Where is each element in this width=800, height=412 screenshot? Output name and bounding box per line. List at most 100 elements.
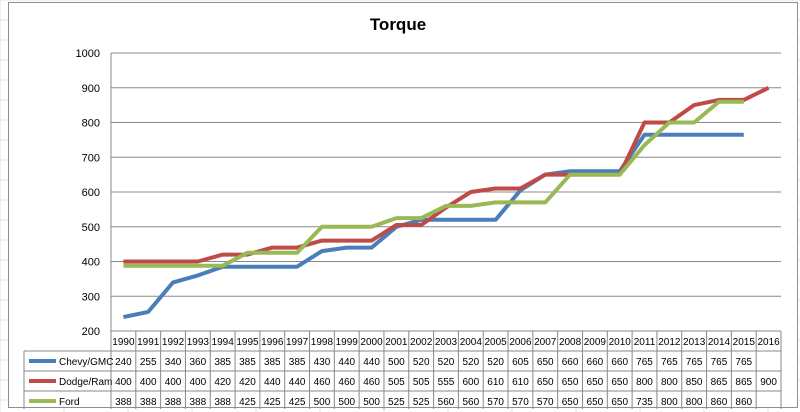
- table-cell-dodge-ram: 420: [239, 377, 256, 388]
- x-category-label: 2015: [733, 337, 756, 348]
- y-tick-label: 200: [82, 326, 100, 338]
- table-cell-ford: 860: [711, 397, 728, 408]
- table-cell-dodge-ram: 400: [190, 377, 207, 388]
- x-category-label: 2009: [584, 337, 607, 348]
- table-cell-chevy-gmc: 520: [462, 357, 479, 368]
- table-cell-ford: 388: [165, 397, 182, 408]
- table-cell-chevy-gmc: 385: [214, 357, 231, 368]
- legend-label-dodge-ram: Dodge/Ram: [59, 377, 112, 388]
- series-line-dodge-ram[interactable]: [123, 86, 770, 264]
- table-cell-chevy-gmc: 520: [438, 357, 455, 368]
- table-cell-ford: 425: [239, 397, 256, 408]
- table-cell-dodge-ram: 650: [562, 377, 579, 388]
- chart-area[interactable]: Torque 200 300 400 500 600 700 800 900 1000 1990…: [8, 2, 798, 409]
- x-category-label: 2001: [385, 337, 408, 348]
- table-cell-dodge-ram: 800: [661, 377, 678, 388]
- table-cell-chevy-gmc: 765: [711, 357, 728, 368]
- table-cell-ford: 425: [264, 397, 281, 408]
- table-cell-dodge-ram: 505: [413, 377, 430, 388]
- table-cell-dodge-ram: 610: [487, 377, 504, 388]
- y-tick-label: 1000: [76, 48, 100, 60]
- table-cell-chevy-gmc: 765: [636, 357, 653, 368]
- table-cell-ford: 650: [562, 397, 579, 408]
- y-tick-label: 400: [82, 257, 100, 269]
- table-cell-ford: 500: [363, 397, 380, 408]
- table-cell-chevy-gmc: 385: [289, 357, 306, 368]
- x-category-label: 2010: [609, 337, 632, 348]
- table-cell-chevy-gmc: 440: [338, 357, 355, 368]
- x-category-label: 2000: [360, 337, 383, 348]
- x-category-label: 2007: [534, 337, 557, 348]
- table-cell-dodge-ram: 440: [264, 377, 281, 388]
- x-category-label: 2013: [683, 337, 706, 348]
- x-category-label: 1992: [162, 337, 185, 348]
- table-cell-ford: 525: [388, 397, 405, 408]
- table-cell-chevy-gmc: 520: [413, 357, 430, 368]
- y-tick-label: 600: [82, 187, 100, 199]
- x-category-label: 2008: [559, 337, 582, 348]
- x-category-label: 2005: [485, 337, 508, 348]
- x-category-label: 1994: [212, 337, 235, 348]
- table-cell-ford: 388: [140, 397, 157, 408]
- table-cell-ford: 525: [413, 397, 430, 408]
- table-cell-dodge-ram: 650: [611, 377, 628, 388]
- table-cell-dodge-ram: 460: [363, 377, 380, 388]
- table-cell-chevy-gmc: 605: [512, 357, 529, 368]
- table-cell-dodge-ram: 800: [636, 377, 653, 388]
- table-cell-ford: 388: [214, 397, 231, 408]
- table-cell-dodge-ram: 850: [686, 377, 703, 388]
- series-line-chevy-gmc[interactable]: [122, 132, 744, 320]
- table-cell-chevy-gmc: 660: [562, 357, 579, 368]
- table-cell-ford: 560: [462, 397, 479, 408]
- legend-label-chevy-gmc: Chevy/GMC: [59, 357, 113, 368]
- table-cell-ford: 650: [611, 397, 628, 408]
- table-cell-chevy-gmc: 440: [363, 357, 380, 368]
- x-category-label: 1993: [187, 337, 210, 348]
- legend-label-ford: Ford: [59, 397, 80, 408]
- table-cell-chevy-gmc: 500: [388, 357, 405, 368]
- table-cell-chevy-gmc: 255: [140, 357, 157, 368]
- table-cell-chevy-gmc: 430: [314, 357, 331, 368]
- table-cell-ford: 425: [289, 397, 306, 408]
- table-cell-dodge-ram: 440: [289, 377, 306, 388]
- x-category-label: 1999: [336, 337, 359, 348]
- x-category-label: 2014: [708, 337, 731, 348]
- table-cell-ford: 800: [686, 397, 703, 408]
- table-cell-chevy-gmc: 765: [735, 357, 752, 368]
- table-cell-ford: 500: [314, 397, 331, 408]
- table-cell-dodge-ram: 420: [214, 377, 231, 388]
- table-cell-chevy-gmc: 650: [537, 357, 554, 368]
- table-cell-ford: 560: [438, 397, 455, 408]
- table-cell-dodge-ram: 400: [115, 377, 132, 388]
- table-cell-chevy-gmc: 385: [239, 357, 256, 368]
- table-cell-dodge-ram: 400: [165, 377, 182, 388]
- table-cell-chevy-gmc: 385: [264, 357, 281, 368]
- x-category-label: 2016: [757, 337, 780, 348]
- y-tick-label: 900: [82, 83, 100, 95]
- x-category-label: 1996: [261, 337, 284, 348]
- x-category-label: 2006: [509, 337, 532, 348]
- table-cell-chevy-gmc: 240: [115, 357, 132, 368]
- table-cell-ford: 800: [661, 397, 678, 408]
- table-cell-chevy-gmc: 340: [165, 357, 182, 368]
- table-cell-dodge-ram: 505: [388, 377, 405, 388]
- table-cell-ford: 570: [487, 397, 504, 408]
- y-tick-label: 500: [82, 222, 100, 234]
- table-cell-ford: 570: [512, 397, 529, 408]
- table-cell-chevy-gmc: 360: [190, 357, 207, 368]
- x-category-label: 2002: [410, 337, 433, 348]
- x-category-label: 2004: [460, 337, 483, 348]
- table-cell-dodge-ram: 650: [537, 377, 554, 388]
- series-line-ford[interactable]: [123, 99, 744, 268]
- table-cell-dodge-ram: 600: [462, 377, 479, 388]
- table-cell-chevy-gmc: 765: [661, 357, 678, 368]
- table-cell-dodge-ram: 460: [314, 377, 331, 388]
- table-cell-chevy-gmc: 660: [587, 357, 604, 368]
- y-tick-label: 700: [82, 152, 100, 164]
- x-category-label: 2003: [435, 337, 458, 348]
- table-cell-ford: 735: [636, 397, 653, 408]
- table-cell-ford: 860: [735, 397, 752, 408]
- table-cell-dodge-ram: 865: [735, 377, 752, 388]
- y-tick-label: 800: [82, 118, 100, 130]
- table-cell-dodge-ram: 610: [512, 377, 529, 388]
